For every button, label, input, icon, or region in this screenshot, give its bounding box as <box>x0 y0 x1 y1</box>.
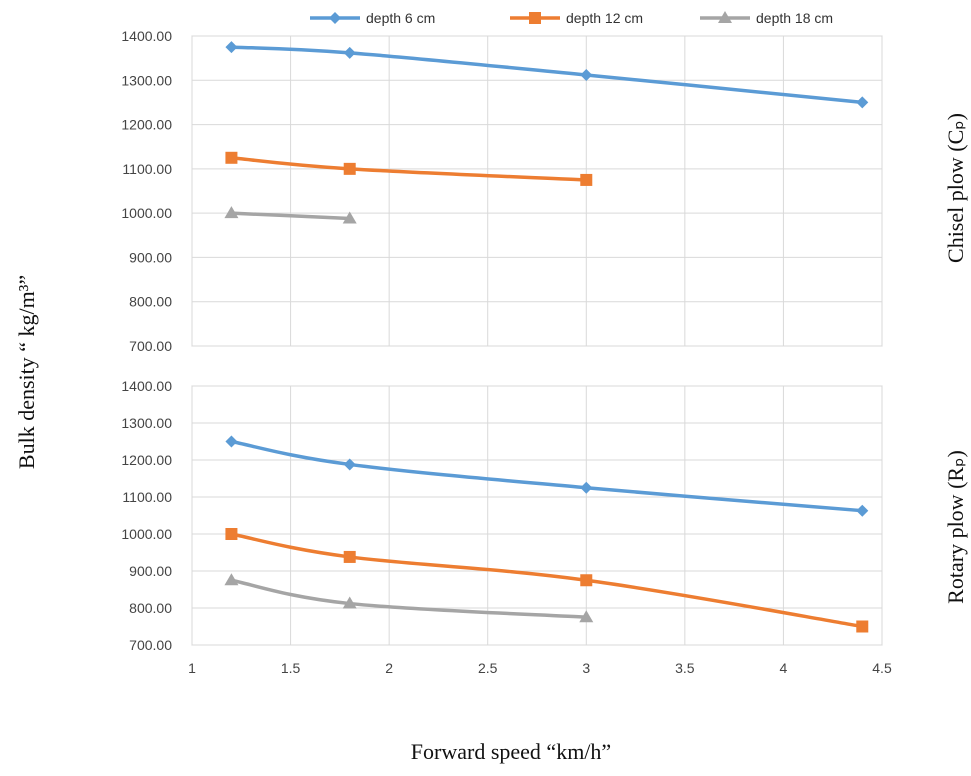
data-point <box>579 610 594 623</box>
legend: depth 6 cm depth 12 cm depth 18 cm <box>310 10 833 26</box>
series-depth-12-cm <box>225 528 869 633</box>
data-point <box>225 528 238 540</box>
panel-chisel-plow: 700.00 800.00 900.00 1000.00 1100.00 1200.00 1… <box>121 28 883 354</box>
x-tick-label: 2 <box>385 660 393 676</box>
x-tick-label: 4 <box>780 660 788 676</box>
data-point <box>343 162 356 175</box>
x-tick-label: 3.5 <box>675 660 695 676</box>
series-line <box>229 578 589 619</box>
data-point <box>580 574 593 587</box>
x-tick-label: 1 <box>188 660 196 676</box>
y-tick-label: 800.00 <box>129 294 172 310</box>
series-depth-6-cm <box>225 41 869 109</box>
data-point <box>225 41 238 54</box>
legend-label: depth 12 cm <box>566 10 643 26</box>
y-tick-label: 1300.00 <box>121 415 172 431</box>
x-tick-label: 3 <box>582 660 590 676</box>
legend-item: depth 12 cm <box>510 10 643 26</box>
panel-rotary-plow: 700.00 800.00 900.00 1000.00 1100.00 1200.00 1… <box>121 378 892 676</box>
top-panel-label: Chisel plow (Cₚ) <box>943 113 968 263</box>
y-tick-label: 1000.00 <box>121 526 172 542</box>
y-tick-label: 700.00 <box>129 338 172 354</box>
legend-label: depth 18 cm <box>756 10 833 26</box>
x-tick-label: 4.5 <box>872 660 892 676</box>
y-tick-label: 800.00 <box>129 600 172 616</box>
x-tick-label: 2.5 <box>478 660 498 676</box>
y-tick-label: 900.00 <box>129 249 172 265</box>
legend-marker <box>718 11 732 23</box>
data-point <box>225 435 238 448</box>
data-point <box>343 458 356 471</box>
y-tick-label: 1200.00 <box>121 452 172 468</box>
y-tick-label: 1100.00 <box>122 489 172 505</box>
data-point <box>343 550 356 563</box>
data-point <box>856 620 869 633</box>
plot-area <box>191 385 883 646</box>
data-point <box>343 46 356 59</box>
series-depth-6-cm <box>225 435 869 517</box>
y-tick-label: 1400.00 <box>121 378 172 394</box>
legend-marker <box>329 12 341 24</box>
series-depth-12-cm <box>225 151 593 186</box>
series-line <box>229 439 865 513</box>
legend-label: depth 6 cm <box>366 10 435 26</box>
x-axis-title: Forward speed “km/h” <box>411 739 611 764</box>
x-tick-label: 1.5 <box>281 660 301 676</box>
legend-marker <box>529 12 541 24</box>
y-tick-label: 900.00 <box>129 563 172 579</box>
data-point <box>580 481 593 494</box>
data-point <box>856 504 869 517</box>
series-depth-18-cm <box>224 573 594 623</box>
data-point <box>224 573 239 586</box>
y-tick-label: 1300.00 <box>121 72 172 88</box>
data-point <box>342 596 357 609</box>
y-tick-label: 700.00 <box>129 637 172 653</box>
series-line <box>229 532 865 629</box>
data-point <box>580 68 593 81</box>
data-point <box>342 211 357 224</box>
data-point <box>225 151 238 164</box>
y-tick-label: 1000.00 <box>121 205 172 221</box>
data-point <box>224 206 239 219</box>
data-point <box>580 173 593 186</box>
series-line <box>229 211 352 221</box>
y-tick-label: 1400.00 <box>121 28 172 44</box>
panels-layer: 700.00 800.00 900.00 1000.00 1100.00 1200.00 1… <box>121 28 892 676</box>
data-point <box>856 96 869 109</box>
y-tick-label: 1200.00 <box>121 117 172 133</box>
plot-area <box>191 35 883 347</box>
series-line <box>229 45 865 105</box>
legend-item: depth 6 cm <box>310 10 435 26</box>
y-tick-label: 1100.00 <box>122 161 172 177</box>
series-line <box>229 156 589 182</box>
legend-item: depth 18 cm <box>700 10 833 26</box>
series-depth-18-cm <box>224 206 357 224</box>
bottom-panel-label: Rotary plow (Rₚ) <box>943 450 968 604</box>
y-axis-title: Bulk density “ kg/m³” <box>14 275 39 469</box>
